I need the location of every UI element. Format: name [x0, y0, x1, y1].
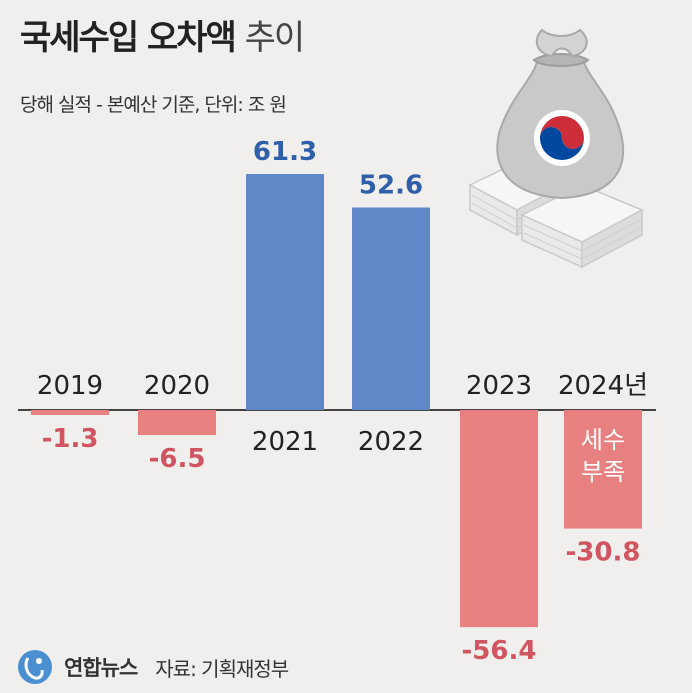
yonhap-logo-icon — [18, 650, 52, 684]
footer: 연합뉴스 자료: 기획재정부 — [16, 647, 289, 687]
source-note: 자료: 기획재정부 — [155, 656, 289, 681]
chart-subtitle: 당해 실적 - 본예산 기준, 단위: 조 원 — [20, 94, 287, 116]
bar-2019 — [31, 410, 109, 416]
bar-2023 — [460, 410, 538, 628]
value-label: 52.6 — [359, 170, 423, 200]
taegeuk-emblem-icon — [534, 110, 590, 166]
value-label: 61.3 — [253, 137, 317, 167]
category-label: 2023 — [466, 371, 532, 401]
value-label: -56.4 — [462, 636, 537, 666]
bar-2021 — [246, 173, 324, 410]
category-label: 2020 — [144, 371, 210, 401]
title-suffix: 추이 — [244, 18, 306, 58]
category-label: 2021 — [252, 427, 318, 457]
bar-2022 — [352, 207, 430, 410]
annotation-label: 세수 — [581, 426, 625, 454]
bar-2020 — [138, 410, 216, 436]
yonhap-logo-text: 연합뉴스 — [64, 656, 138, 680]
category-label: 2022 — [358, 427, 424, 457]
value-label: -30.8 — [566, 538, 641, 568]
page-title: 국세수입 오차액 추이 — [20, 10, 306, 59]
value-label: -1.3 — [42, 424, 99, 454]
annotation-label: 부족 — [581, 458, 625, 486]
category-label: 2024년 — [558, 371, 648, 401]
value-label: -6.5 — [149, 444, 206, 474]
bar-2024년 — [564, 410, 642, 529]
title-main: 국세수입 오차액 — [20, 18, 237, 58]
money-stack-icon — [468, 154, 644, 269]
money-bag-icon — [468, 28, 644, 269]
category-label: 2019 — [37, 371, 103, 401]
